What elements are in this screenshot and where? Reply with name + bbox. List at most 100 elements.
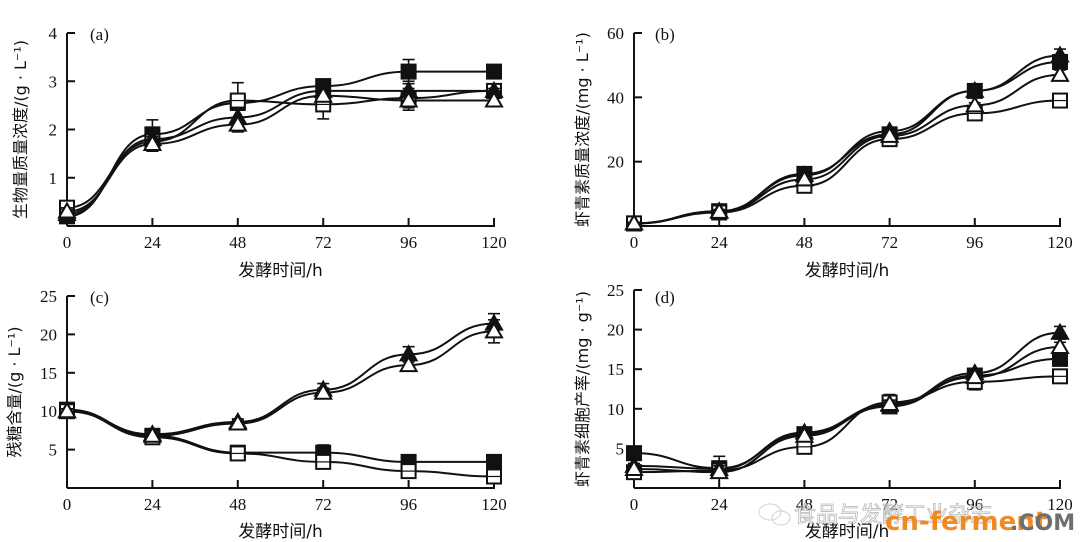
series-filled-square (626, 53, 1068, 232)
series-line (66, 330, 495, 437)
y-tick-label: 15 (40, 364, 57, 383)
panel-a: 0 24 48 72 96 120 1 2 3 4 (a) 发酵时间/h 生物量质量浓度/(g · L⁻… (11, 24, 507, 281)
y-tick-label: 15 (607, 360, 624, 379)
y-tick-label: 1 (49, 169, 58, 188)
y-tick-label: 25 (40, 287, 57, 306)
series-line (66, 94, 494, 213)
x-tick-label: 24 (144, 233, 162, 252)
open-triangle-marker (398, 90, 419, 108)
open-triangle-marker (1050, 64, 1070, 82)
x-tick-label: 96 (400, 233, 417, 252)
x-tick-label: 120 (481, 495, 507, 514)
filled-square-marker (486, 63, 502, 80)
series-line (633, 54, 1061, 225)
x-tick-label: 48 (229, 495, 246, 514)
x-tick-label: 120 (1047, 233, 1073, 252)
watermark-brand: cn-ferment (885, 507, 1047, 537)
open-triangle-marker (794, 425, 815, 443)
series-line (66, 410, 495, 478)
x-axis-label: 发酵时间/h (805, 522, 890, 542)
open-triangle-marker (965, 367, 985, 385)
series-line (633, 73, 1061, 225)
x-tick-label: 0 (63, 495, 72, 514)
open-triangle-marker (313, 382, 333, 400)
series-line (66, 322, 495, 436)
y-tick-label: 20 (40, 325, 57, 344)
series-line (66, 89, 495, 209)
open-triangle-marker (142, 425, 163, 443)
x-tick-label: 120 (1047, 495, 1073, 514)
y-tick-label: 60 (607, 24, 624, 43)
series-filled-triangle (57, 312, 504, 442)
open-triangle-marker (313, 85, 333, 103)
x-tick-label: 48 (796, 233, 813, 252)
y-tick-label: 4 (49, 24, 58, 43)
x-tick-label: 72 (881, 233, 898, 252)
series-filled-triangle (624, 45, 1070, 231)
x-tick-label: 0 (630, 495, 639, 514)
open-triangle-marker (965, 95, 985, 113)
open-triangle-marker (57, 401, 77, 419)
x-tick-label: 24 (144, 495, 162, 514)
x-tick-label: 96 (966, 495, 983, 514)
x-tick-label: 0 (63, 233, 72, 252)
series-filled-square (626, 350, 1068, 477)
open-triangle-marker (879, 125, 900, 143)
x-tick-label: 24 (711, 495, 729, 514)
x-axis-label: 发酵时间/h (238, 261, 323, 281)
series-open-square (626, 368, 1068, 481)
x-tick-label: 72 (881, 495, 898, 514)
panel-d: 0 24 48 72 96 120 5 10 15 20 25 (d) 发酵时间/h 虾青素细胞产率/(m… (573, 281, 1073, 542)
x-tick-label: 72 (315, 495, 332, 514)
open-triangle-marker (709, 201, 729, 219)
x-axis-label: 发酵时间/h (238, 522, 323, 542)
panel-b: 0 24 48 72 96 120 20 40 60 (b) 发酵时间/h 虾青素质量浓度/(mg ·… (573, 24, 1073, 281)
y-tick-label: 40 (607, 88, 624, 107)
series-open-square (626, 92, 1068, 232)
y-axis-label: 虾青素质量浓度/(mg · L⁻¹) (573, 32, 592, 227)
series-line (633, 346, 1061, 474)
series-open-triangle (624, 64, 1070, 231)
filled-square-marker (486, 453, 502, 470)
open-triangle-marker (879, 394, 900, 412)
series-line (633, 357, 1061, 470)
series-filled-square (59, 58, 502, 225)
y-tick-label: 20 (607, 321, 624, 340)
x-tick-label: 96 (400, 495, 417, 514)
open-triangle-marker (228, 114, 248, 132)
open-triangle-marker (142, 133, 163, 151)
y-axis-label: 残糖含量/(g · L⁻¹) (5, 326, 24, 457)
open-triangle-marker (624, 458, 644, 476)
panel-label: (a) (90, 25, 109, 44)
filled-square-marker (400, 63, 417, 80)
open-triangle-marker (709, 462, 729, 480)
open-triangle-marker (398, 355, 419, 373)
x-axis-label: 发酵时间/h (805, 261, 890, 281)
y-tick-label: 2 (49, 121, 58, 140)
panel-label: (c) (90, 288, 109, 307)
x-tick-label: 48 (796, 495, 813, 514)
x-tick-label: 0 (630, 233, 639, 252)
open-triangle-marker (484, 321, 504, 339)
series-line (633, 99, 1061, 225)
open-triangle-marker (624, 213, 644, 231)
x-tick-label: 24 (711, 233, 729, 252)
y-tick-label: 3 (49, 72, 58, 91)
series-line (633, 375, 1061, 474)
watermark-journal-text: 食品与发酵工业杂志 (794, 503, 992, 528)
series-filled-square (59, 401, 502, 470)
open-triangle-marker (57, 201, 77, 219)
y-axis-label: 生物量质量浓度/(g · L⁻¹) (11, 40, 30, 219)
series-line (66, 70, 494, 218)
watermark: 食品与发酵工业杂志 cn-ferment .COM (758, 503, 1075, 537)
series-line (66, 408, 494, 463)
x-tick-label: 96 (966, 233, 983, 252)
wechat-icon (758, 503, 791, 526)
x-tick-label: 48 (229, 233, 246, 252)
x-tick-label: 120 (481, 233, 507, 252)
panel-label: (d) (655, 288, 675, 307)
open-triangle-marker (228, 413, 248, 431)
y-tick-label: 10 (40, 402, 57, 421)
panel-c: 0 24 48 72 96 120 5 10 15 20 25 (c) 发酵时间/h 残糖含量/(g · … (5, 287, 507, 542)
